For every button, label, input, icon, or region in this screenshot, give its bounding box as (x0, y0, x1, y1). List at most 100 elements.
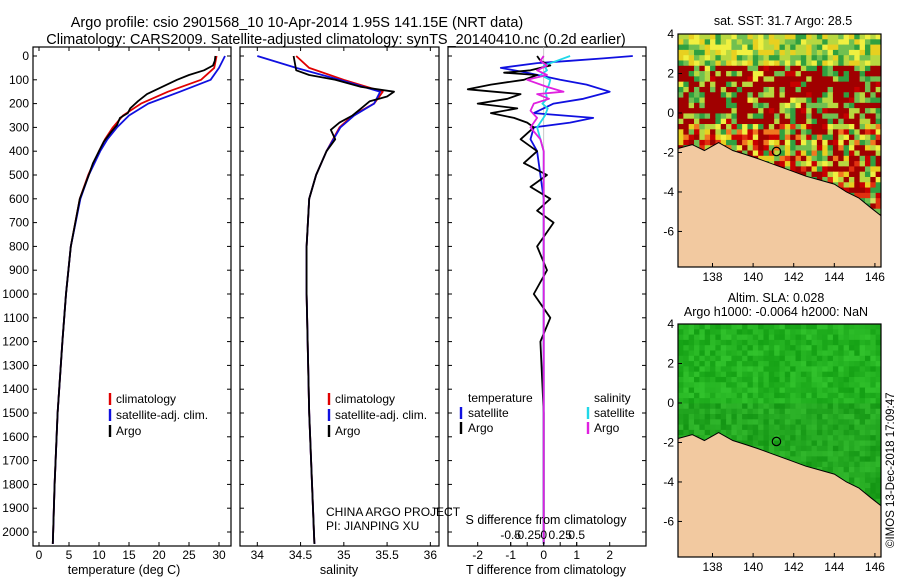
map-cell (768, 49, 775, 56)
map-cell (848, 435, 855, 442)
map-cell (763, 382, 770, 389)
map-cell (683, 361, 690, 367)
map-cell (752, 39, 759, 46)
map-cell (832, 403, 839, 410)
map-cell (816, 324, 823, 330)
map-cell (710, 44, 716, 51)
map-cell (816, 329, 823, 336)
map-cell (875, 461, 881, 468)
map-cell (870, 86, 877, 93)
map-cell (779, 382, 786, 389)
map-cell (859, 355, 866, 362)
map-cell (768, 76, 775, 83)
map-cell (736, 371, 743, 378)
map-cell (838, 118, 845, 125)
map-cell (795, 382, 802, 389)
map-cell (779, 324, 786, 330)
map-cell (731, 429, 738, 436)
map-cell (822, 166, 829, 173)
series-line-t-satellite (499, 55, 633, 544)
map-cell (854, 81, 861, 88)
map-cell (683, 39, 690, 46)
map-cell (795, 108, 802, 115)
map-cell (726, 129, 733, 136)
map-cell (763, 435, 770, 442)
map-cell (859, 403, 866, 410)
map-cell (715, 366, 722, 373)
map-cell (806, 366, 813, 373)
map-cell (758, 435, 765, 442)
map-cell (742, 55, 749, 62)
map-cell (870, 440, 877, 447)
map-cell (806, 129, 813, 136)
map-cell (875, 187, 881, 194)
map-cell (683, 334, 690, 341)
map-cell (731, 387, 738, 394)
s-tick-label: 0.25 (549, 528, 573, 542)
map-cell (854, 324, 861, 330)
map-cell (752, 361, 759, 367)
map-cell (832, 429, 839, 436)
map-cell (763, 398, 770, 405)
map-cell (688, 129, 695, 136)
map-cell (726, 71, 733, 77)
map-cell (694, 76, 700, 83)
map-cell (854, 329, 861, 336)
depth-tick-label: 300 (9, 120, 29, 134)
map-cell (875, 355, 881, 362)
map-cell (800, 118, 807, 125)
map-cell (859, 382, 866, 389)
map-cell (822, 81, 829, 88)
map-cell (683, 44, 690, 51)
map-cell (854, 192, 861, 199)
map-cell (864, 451, 871, 457)
map-cell (710, 345, 716, 352)
map-cell (838, 39, 845, 46)
difference-plot (466, 47, 633, 546)
map-cell (827, 414, 834, 420)
map-cell (811, 39, 818, 46)
map-y-tick-label: -4 (663, 185, 674, 199)
map-cell (784, 55, 791, 62)
map-cell (832, 92, 839, 99)
map-cell (864, 92, 871, 99)
map-cell (731, 361, 738, 367)
map-cell (827, 71, 834, 77)
x-tick-label: -2 (472, 548, 483, 562)
map-cell (800, 166, 807, 173)
map-cell (843, 129, 850, 136)
map-cell (848, 81, 855, 88)
map-cell (864, 355, 871, 362)
map-cell (827, 44, 834, 51)
map-cell (763, 129, 770, 136)
map-cell (827, 92, 834, 99)
map-cell (694, 34, 700, 40)
series-line-argo (51, 55, 217, 544)
map-cell (822, 334, 829, 341)
map-cell (768, 60, 775, 67)
map-cell (790, 445, 797, 452)
map-cell (726, 355, 733, 362)
map-cell (774, 366, 781, 373)
map-cell (758, 424, 765, 431)
map-cell (758, 118, 765, 125)
map-cell (731, 366, 738, 373)
map-cell (747, 408, 754, 415)
map-cell (838, 345, 845, 352)
map-cell (742, 108, 749, 115)
map-cell (800, 398, 807, 405)
map-cell (731, 145, 738, 152)
map-cell (763, 408, 770, 415)
map-cell (710, 49, 716, 56)
map-cell (800, 329, 807, 336)
map-cell (800, 60, 807, 67)
map-cell (726, 86, 733, 93)
map-cell (822, 171, 829, 178)
map-cell (688, 55, 695, 62)
map-cell (848, 345, 855, 352)
sla-map-title-line2: Argo h1000: -0.0064 h2000: NaN (684, 305, 868, 319)
map-cell (688, 398, 695, 405)
map-cell (715, 55, 722, 62)
map-cell (768, 86, 775, 93)
map-cell (875, 371, 881, 378)
